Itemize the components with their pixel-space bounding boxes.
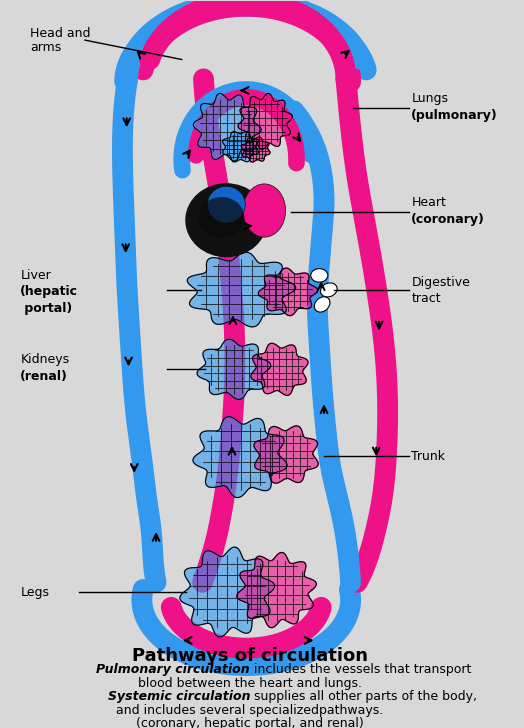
Text: (pulmonary): (pulmonary): [411, 109, 498, 122]
Text: Lungs: Lungs: [411, 92, 449, 105]
Text: Trunk: Trunk: [411, 450, 445, 463]
Polygon shape: [193, 93, 261, 161]
Polygon shape: [258, 268, 318, 316]
Text: Digestive: Digestive: [411, 276, 470, 289]
Text: and includes several specializedpathways.: and includes several specializedpathways…: [116, 704, 384, 716]
Text: (renal): (renal): [20, 370, 68, 383]
Polygon shape: [223, 131, 258, 162]
Polygon shape: [193, 416, 287, 497]
Text: supplies all other parts of the body,: supplies all other parts of the body,: [250, 690, 477, 703]
Text: (hepatic: (hepatic: [20, 285, 79, 298]
Text: Head and: Head and: [30, 27, 90, 40]
Ellipse shape: [208, 186, 245, 223]
Text: (coronary): (coronary): [411, 213, 485, 226]
Polygon shape: [242, 137, 270, 162]
Text: Liver: Liver: [20, 269, 51, 282]
Text: Pulmonary circulation: Pulmonary circulation: [96, 663, 250, 676]
Text: blood between the heart and lungs.: blood between the heart and lungs.: [138, 676, 362, 689]
Text: portal): portal): [20, 302, 73, 314]
Text: Kidneys: Kidneys: [20, 353, 70, 366]
Polygon shape: [187, 252, 296, 327]
Text: includes the vessels that transport: includes the vessels that transport: [250, 663, 472, 676]
Ellipse shape: [311, 269, 328, 282]
Text: Legs: Legs: [20, 585, 49, 598]
Text: (coronary, hepatic portal, and renal): (coronary, hepatic portal, and renal): [136, 717, 364, 728]
Ellipse shape: [186, 184, 267, 256]
Text: arms: arms: [30, 41, 61, 55]
Polygon shape: [238, 93, 292, 149]
Polygon shape: [237, 553, 316, 628]
Text: tract: tract: [411, 292, 441, 305]
Polygon shape: [197, 339, 271, 400]
Polygon shape: [254, 426, 318, 483]
Ellipse shape: [199, 197, 244, 237]
Text: Pathways of circulation: Pathways of circulation: [132, 647, 368, 665]
Ellipse shape: [314, 297, 330, 312]
Polygon shape: [251, 344, 308, 395]
Polygon shape: [180, 547, 275, 637]
Text: Heart: Heart: [411, 197, 446, 209]
Text: Systemic circulation: Systemic circulation: [107, 690, 250, 703]
Ellipse shape: [321, 283, 337, 297]
Ellipse shape: [243, 184, 286, 237]
